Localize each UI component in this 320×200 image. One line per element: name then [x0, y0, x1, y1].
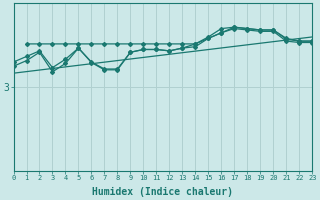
X-axis label: Humidex (Indice chaleur): Humidex (Indice chaleur) — [92, 186, 233, 197]
